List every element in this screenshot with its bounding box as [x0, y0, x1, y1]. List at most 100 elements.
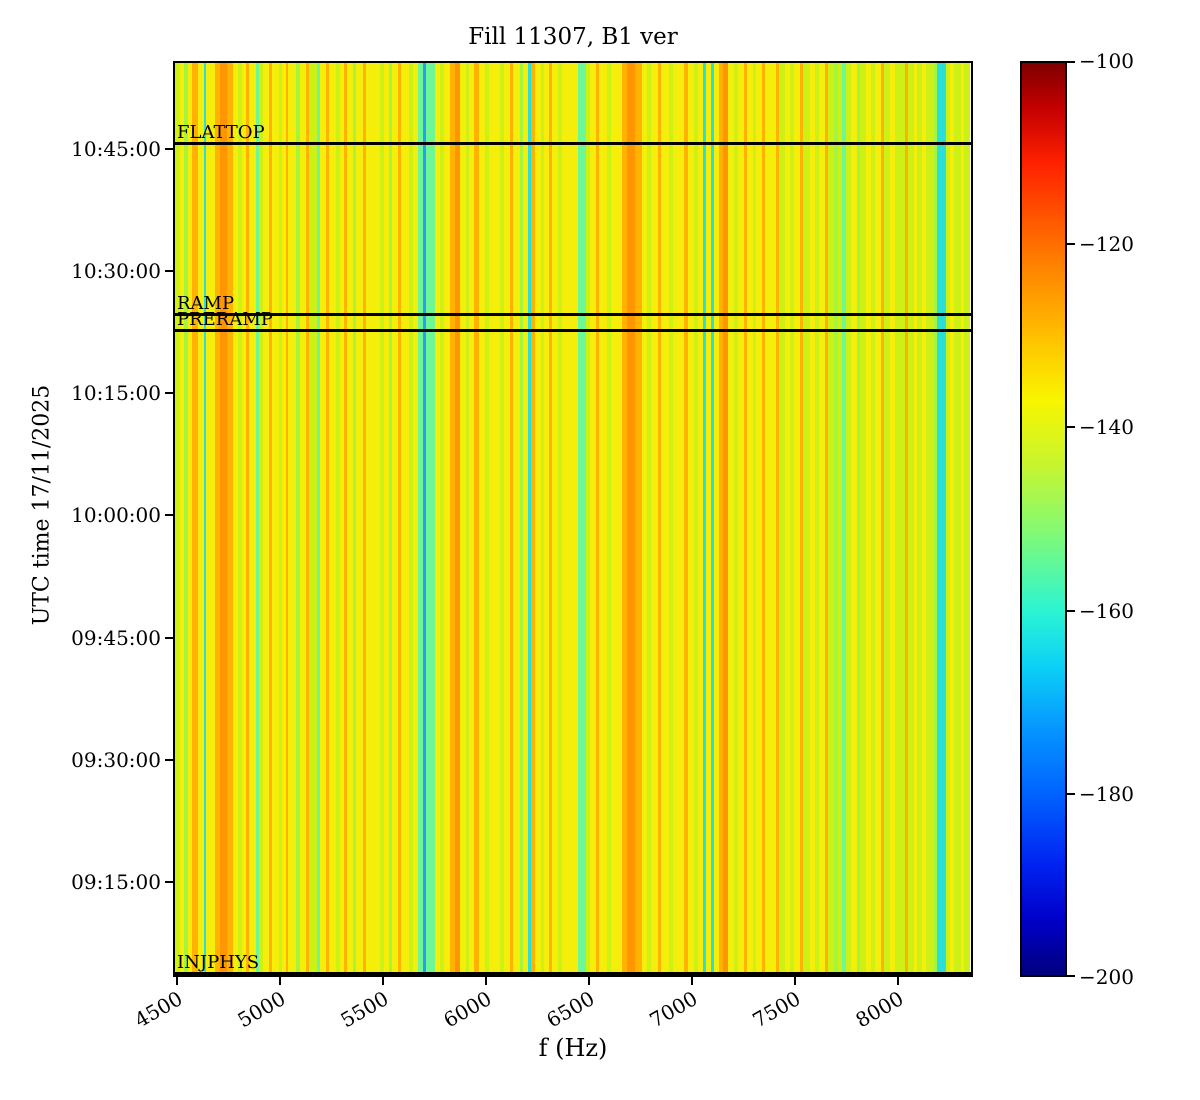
y-tick-label: 09:15:00: [71, 869, 161, 894]
heatmap-stripe: [642, 63, 648, 975]
heatmap-stripe: [771, 63, 777, 975]
colorbar-tick-mark: [1067, 426, 1075, 429]
heatmap-stripe: [785, 63, 791, 975]
heatmap-stripe: [197, 63, 204, 975]
heatmap-stripe: [946, 63, 951, 975]
heatmap-stripe: [336, 63, 340, 975]
heatmap-stripe: [519, 63, 523, 975]
y-tick-label: 10:15:00: [71, 381, 161, 406]
y-tick-label: 10:30:00: [71, 259, 161, 284]
heatmap-stripe: [548, 63, 552, 975]
heatmap-stripe: [435, 63, 441, 975]
colorbar-tick-label: −180: [1079, 781, 1134, 806]
heatmap-stripe: [850, 63, 857, 975]
heatmap-stripe: [343, 63, 347, 975]
colorbar-tick-mark: [1067, 243, 1075, 246]
heatmap-stripe: [530, 63, 535, 975]
y-tick-mark: [165, 392, 173, 395]
x-tick-mark: [691, 977, 694, 985]
heatmap-stripe: [870, 63, 875, 975]
beam-mode-line-preramp: [175, 328, 971, 332]
heatmap-stripe: [819, 63, 826, 975]
x-tick-mark: [176, 977, 178, 985]
heatmap-stripe: [527, 63, 531, 975]
heatmap-stripe: [722, 63, 728, 975]
heatmap-stripe: [937, 63, 947, 975]
heatmap-stripe: [474, 63, 480, 975]
heatmap-stripe: [668, 63, 673, 975]
heatmap-stripe: [226, 63, 233, 975]
heatmap-stripe: [256, 63, 260, 975]
heatmap-plot: FLATTOP RAMP PRERAMP INJPHYS: [173, 61, 973, 977]
beam-mode-label-flattop: FLATTOP: [177, 121, 265, 143]
heatmap-stripe: [762, 63, 766, 975]
x-axis-label: f (Hz): [538, 1034, 608, 1062]
heatmap-stripe: [894, 63, 899, 975]
heatmap-stripe: [702, 63, 706, 975]
colorbar-tick-mark: [1067, 61, 1075, 63]
heatmap-stripe: [286, 63, 289, 975]
heatmap-stripe: [776, 63, 780, 975]
heatmap-stripe: [205, 63, 215, 975]
heatmap-stripe: [495, 63, 501, 975]
heatmap-stripe: [522, 63, 528, 975]
heatmap-stripe: [635, 63, 643, 975]
beam-mode-line-injphys: [175, 972, 971, 975]
heatmap-stripe: [880, 63, 884, 975]
heatmap-stripe: [913, 63, 918, 975]
heatmap-stripe: [697, 63, 703, 975]
y-tick-mark: [165, 636, 173, 639]
heatmap-stripe: [489, 63, 496, 975]
heatmap-stripe: [904, 63, 908, 975]
x-tick-mark: [794, 977, 796, 985]
y-tick-mark: [165, 514, 173, 517]
heatmap-stripe: [845, 63, 851, 975]
beam-mode-label-injphys: INJPHYS: [177, 952, 260, 973]
heatmap-stripe: [922, 63, 927, 975]
y-tick-mark: [165, 758, 173, 761]
heatmap-stripe: [678, 63, 684, 975]
heatmap-stripe: [672, 63, 679, 975]
y-tick-label: 10:00:00: [71, 503, 161, 528]
heatmap-stripe: [175, 63, 180, 975]
y-tick-mark: [165, 270, 173, 273]
heatmap-stripe: [500, 63, 504, 975]
heatmap-stripe: [837, 63, 842, 975]
heatmap-stripe: [444, 63, 451, 975]
beam-mode-label-ramp: RAMP: [177, 292, 235, 314]
beam-mode-line-ramp: [175, 312, 971, 316]
heatmap-stripe: [365, 63, 374, 975]
heatmap-stripe: [954, 63, 959, 975]
heatmap-stripe: [661, 63, 669, 975]
heatmap-stripe: [551, 63, 558, 975]
x-tick-mark: [897, 977, 900, 985]
heatmap-stripe: [237, 63, 242, 975]
heatmap-stripe: [479, 63, 486, 975]
heatmap-stripe: [300, 63, 307, 975]
heatmap-stripe: [509, 63, 513, 975]
heatmap-stripe: [263, 63, 270, 975]
heatmap-stripe: [534, 63, 541, 975]
heatmap-stripe: [765, 63, 772, 975]
heatmap-stripe: [926, 63, 935, 975]
heatmap-stripe: [572, 63, 578, 975]
heatmap-stripe: [596, 63, 600, 975]
heatmap-stripe: [828, 63, 834, 975]
heatmap-stripe: [599, 63, 608, 975]
heatmap-stripe: [346, 63, 353, 975]
heatmap-stripe: [543, 63, 549, 975]
colorbar-tick-label: −160: [1079, 598, 1134, 623]
heatmap-stripe: [683, 63, 688, 975]
colorbar-tick-label: −120: [1079, 232, 1134, 257]
heatmap-stripe: [426, 63, 436, 975]
heatmap-stripe: [269, 63, 273, 975]
heatmap-stripe: [373, 63, 380, 975]
heatmap-stripe: [279, 63, 283, 975]
heatmap-stripe: [503, 63, 510, 975]
heatmap-stripe: [339, 63, 344, 975]
heatmap-stripe: [306, 63, 310, 975]
heatmap-stripe: [412, 63, 418, 975]
heatmap-stripe: [883, 63, 890, 975]
heatmap-stripe: [743, 63, 747, 975]
